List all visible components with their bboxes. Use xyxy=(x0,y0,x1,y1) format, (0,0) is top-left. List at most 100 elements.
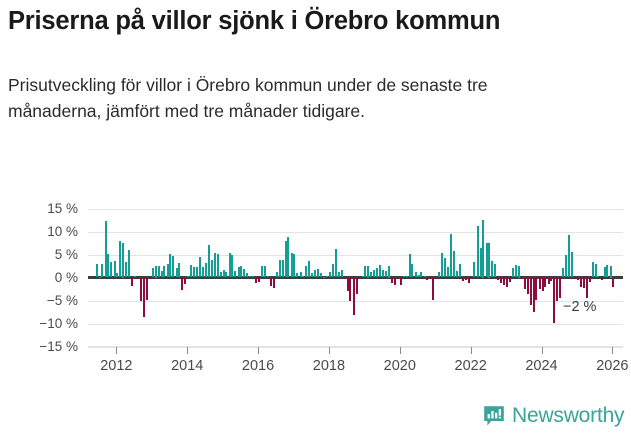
bar xyxy=(314,270,317,278)
bar xyxy=(470,277,473,279)
bar xyxy=(193,266,196,278)
bar xyxy=(172,256,175,278)
bar xyxy=(255,277,258,284)
bar xyxy=(373,269,376,278)
bar xyxy=(570,252,573,278)
bar xyxy=(334,249,337,278)
bar xyxy=(349,277,352,302)
bar xyxy=(352,277,355,316)
bar xyxy=(426,277,429,281)
bar xyxy=(452,250,455,278)
bar xyxy=(461,277,464,281)
bar xyxy=(379,264,382,278)
last-value-annotation: −2 % xyxy=(563,299,597,315)
bar xyxy=(198,256,201,278)
x-axis-tick-label: 2020 xyxy=(383,358,416,374)
bar xyxy=(458,263,461,278)
bar xyxy=(497,277,500,280)
bar xyxy=(169,253,172,278)
y-axis-tick-label: 0 % xyxy=(54,269,78,285)
bar xyxy=(275,271,278,278)
bar xyxy=(594,263,597,278)
bar xyxy=(213,253,216,278)
bar xyxy=(246,272,249,278)
x-axis-tick-label: 2022 xyxy=(454,358,487,374)
bar xyxy=(358,277,361,280)
bar xyxy=(517,266,520,278)
x-axis-line xyxy=(88,346,623,347)
bar xyxy=(272,277,275,289)
bar xyxy=(529,277,532,306)
bar xyxy=(252,276,255,278)
bar xyxy=(234,271,237,278)
bar xyxy=(311,272,314,278)
bar xyxy=(104,220,107,278)
bar xyxy=(290,253,293,278)
gridline xyxy=(88,208,623,210)
bar xyxy=(184,277,187,285)
bar xyxy=(414,271,417,278)
bar xyxy=(547,277,550,285)
newsworthy-logo[interactable]: Newsworthy xyxy=(482,404,625,428)
bar xyxy=(553,277,556,323)
bar xyxy=(140,277,143,301)
bar xyxy=(603,267,606,278)
bar xyxy=(258,277,261,283)
y-axis-tick-label: 10 % xyxy=(47,223,78,239)
bar xyxy=(160,271,163,278)
bar xyxy=(231,255,234,278)
bar xyxy=(343,277,346,279)
bar xyxy=(216,253,219,278)
bar xyxy=(264,265,267,278)
bar xyxy=(305,266,308,278)
gridline xyxy=(88,300,623,302)
bar xyxy=(196,267,199,278)
bar xyxy=(476,225,479,278)
bar xyxy=(405,276,408,278)
bar xyxy=(148,277,151,279)
bar xyxy=(178,262,181,278)
bar xyxy=(500,277,503,284)
gridline xyxy=(88,323,623,325)
bar xyxy=(187,276,190,278)
bar xyxy=(278,260,281,278)
bar xyxy=(134,276,137,278)
bar xyxy=(287,237,290,278)
x-axis-tick xyxy=(612,347,614,354)
bar xyxy=(281,260,284,278)
x-axis-tick xyxy=(470,347,472,354)
bar xyxy=(266,276,269,278)
bar xyxy=(225,271,228,278)
bar-chart-bubble-icon xyxy=(482,404,506,428)
bar xyxy=(163,265,166,278)
bar xyxy=(408,254,411,278)
bar xyxy=(107,253,110,278)
bar xyxy=(473,262,476,278)
x-axis-tick xyxy=(399,347,401,354)
bar xyxy=(131,277,134,286)
bar xyxy=(119,240,122,278)
bar xyxy=(574,277,577,279)
bar xyxy=(441,252,444,278)
bar xyxy=(396,277,399,280)
bar xyxy=(432,277,435,300)
bar xyxy=(585,277,588,299)
bar xyxy=(388,266,391,278)
bar xyxy=(568,235,571,278)
bar xyxy=(145,277,148,300)
x-axis-tick-label: 2024 xyxy=(525,358,558,374)
gridline xyxy=(88,346,623,348)
bar xyxy=(485,242,488,278)
x-axis-tick-label: 2012 xyxy=(100,358,133,374)
x-axis-tick-label: 2018 xyxy=(312,358,346,374)
bar xyxy=(526,277,529,294)
bar xyxy=(382,269,385,278)
bar xyxy=(464,277,467,280)
bar xyxy=(320,272,323,278)
bar xyxy=(175,268,178,278)
x-axis-tick xyxy=(541,347,543,354)
bar xyxy=(346,277,349,292)
bar xyxy=(455,271,458,278)
